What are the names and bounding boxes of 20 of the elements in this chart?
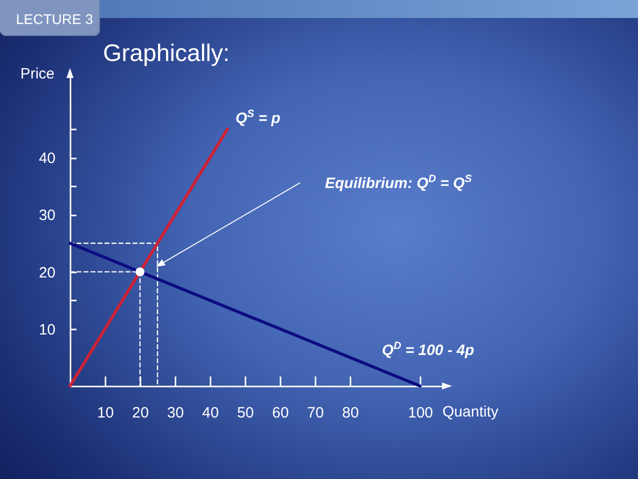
chart-title: Graphically: bbox=[103, 40, 230, 67]
text: LECTURE 3 bbox=[16, 11, 94, 27]
x-tick-label: 100 bbox=[408, 404, 434, 422]
y-tick-label: 40 bbox=[38, 150, 56, 168]
x-tick-label: 70 bbox=[307, 404, 324, 422]
y-tick-label: 30 bbox=[38, 207, 56, 224]
x-tick-label: 40 bbox=[202, 404, 219, 422]
x-tick-label: 20 bbox=[132, 404, 149, 422]
series-label: Q$^{D}$ = 100 - 4p bbox=[382, 340, 474, 359]
y-tick-label: 20 bbox=[38, 264, 56, 282]
x-tick-label: 10 bbox=[97, 404, 114, 422]
x-tick-label: 80 bbox=[342, 404, 359, 422]
x-axis-title: Quantity bbox=[442, 404, 499, 420]
x-tick-label: 60 bbox=[272, 404, 289, 422]
series-label: Q$^{S}$ = p bbox=[236, 108, 280, 128]
x-tick-label: 30 bbox=[167, 404, 184, 422]
annotation: Equilibrium: Q$^{D}$ = Q$^{S}$ bbox=[325, 172, 472, 192]
y-axis-title: Price bbox=[20, 66, 54, 82]
x-tick-label: 50 bbox=[237, 404, 254, 422]
y-tick-label: 10 bbox=[38, 321, 56, 338]
